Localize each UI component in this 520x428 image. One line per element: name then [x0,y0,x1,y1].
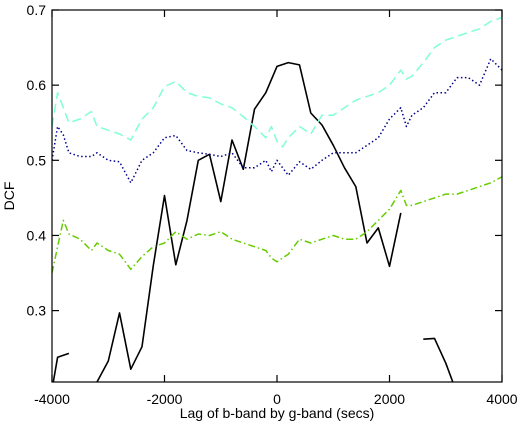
x-tick-label: 2000 [374,391,405,407]
series-0-line-seg-4 [423,337,454,382]
y-axis-label: DCF [1,182,17,211]
x-axis-label: Lag of b-band by g-band (secs) [180,405,375,421]
x-tick-label: -4000 [34,391,70,407]
x-tick-label: 0 [273,391,281,407]
series-1-line [52,58,502,184]
y-tick-label: 0.6 [27,77,47,93]
series-layer [52,16,502,382]
y-tick-label: 0.4 [27,227,47,243]
y-tick-label: 0.3 [27,303,47,319]
x-tick-label: 4000 [486,391,517,407]
series-3-line [52,176,502,274]
y-tick-label: 0.5 [27,152,47,168]
ticks-layer: -4000 -2000 0 2000 4000 0.3 0.4 0.5 0.6 0.7 [27,2,518,407]
series-0-line-seg-0 [52,352,70,382]
series-2-line [52,16,502,148]
series-0-line-seg-2 [95,61,402,382]
y-tick-label: 0.7 [27,2,47,18]
x-tick-label: -2000 [147,391,183,407]
